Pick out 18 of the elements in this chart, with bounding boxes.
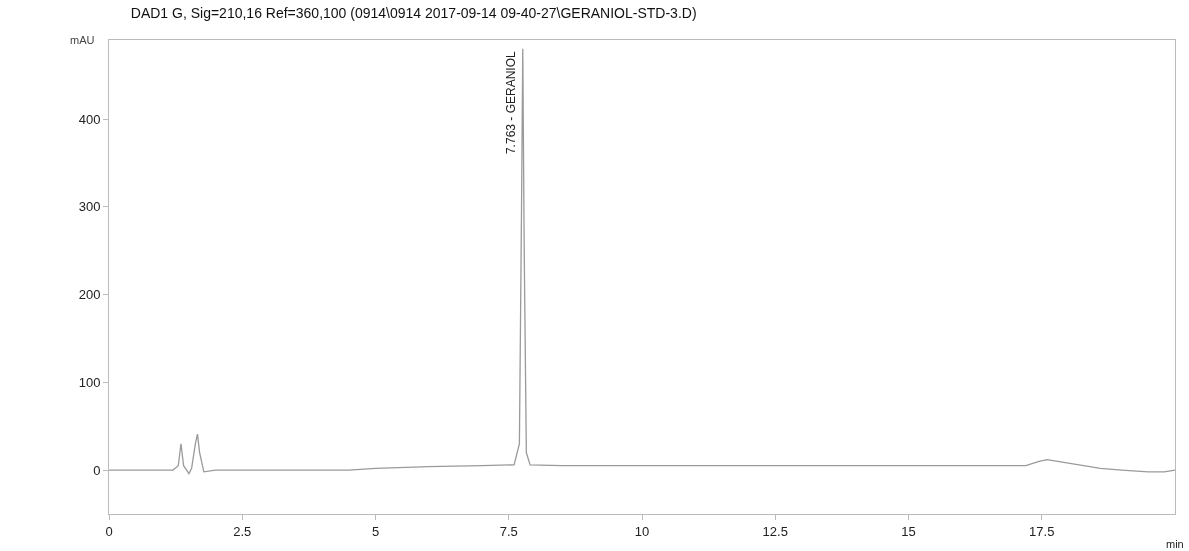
x-axis-title: min: [1166, 538, 1184, 550]
x-tick-label: 15: [901, 523, 916, 539]
x-tick-label: 0: [105, 523, 113, 539]
x-tick-label: 17.5: [1029, 523, 1055, 539]
x-tick-label: 12.5: [762, 523, 788, 539]
y-tick-label: 400: [78, 111, 101, 127]
x-tick-label: 7.5: [499, 523, 518, 539]
chart-title: DAD1 G, Sig=210,16 Ref=360,100 (0914\0914 2017-09-14 09-40-27\GERANIOL-STD-3.D): [130, 5, 697, 22]
y-tick-label: 300: [78, 199, 101, 215]
x-tick-label: 2.5: [233, 523, 252, 539]
line-series: [109, 48, 1175, 475]
y-tick-label: 0: [93, 462, 101, 478]
y-tick-label: 100: [78, 374, 101, 390]
x-tick-label: 10: [634, 523, 650, 539]
y-tick-label: 200: [78, 287, 101, 303]
annotation: 7.763 - GERANIOL: [504, 51, 519, 155]
y-axis-title: mAU: [70, 34, 95, 46]
x-tick-label: 5: [371, 523, 380, 539]
